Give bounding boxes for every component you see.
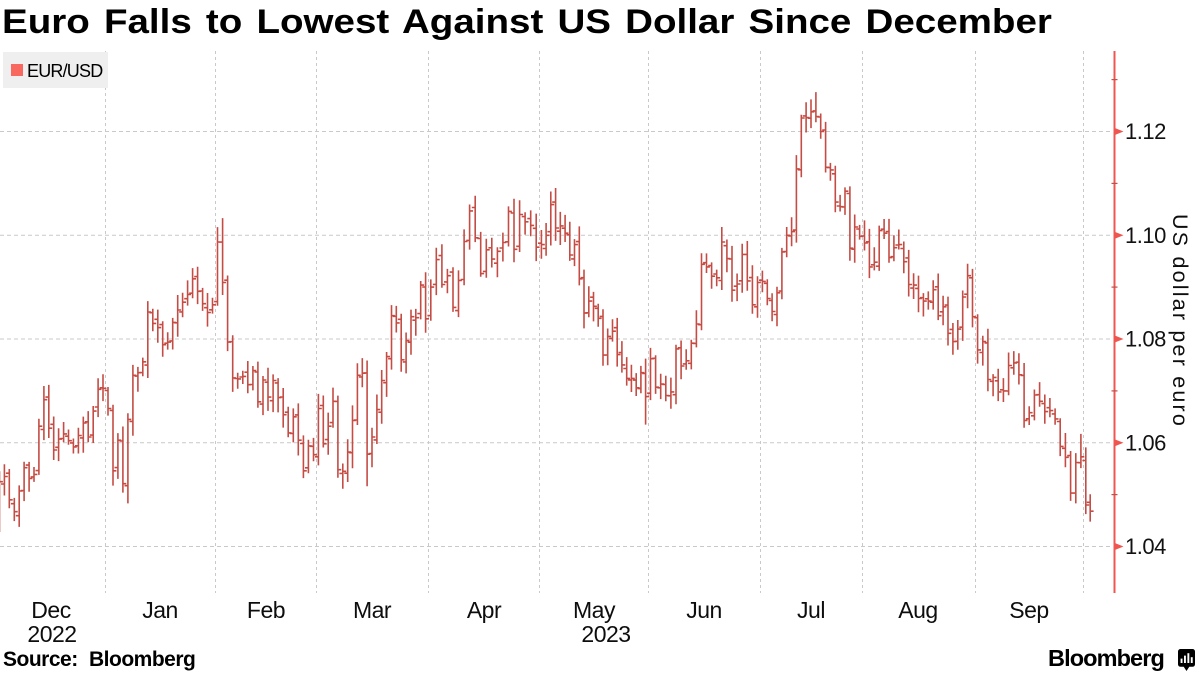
svg-text:1.06: 1.06 bbox=[1125, 430, 1166, 455]
svg-text:1.08: 1.08 bbox=[1125, 327, 1166, 352]
svg-text:1.12: 1.12 bbox=[1125, 119, 1166, 144]
svg-text:1.10: 1.10 bbox=[1125, 223, 1166, 248]
svg-text:1.04: 1.04 bbox=[1125, 534, 1166, 559]
svg-text:EUR/USD: EUR/USD bbox=[27, 61, 103, 81]
